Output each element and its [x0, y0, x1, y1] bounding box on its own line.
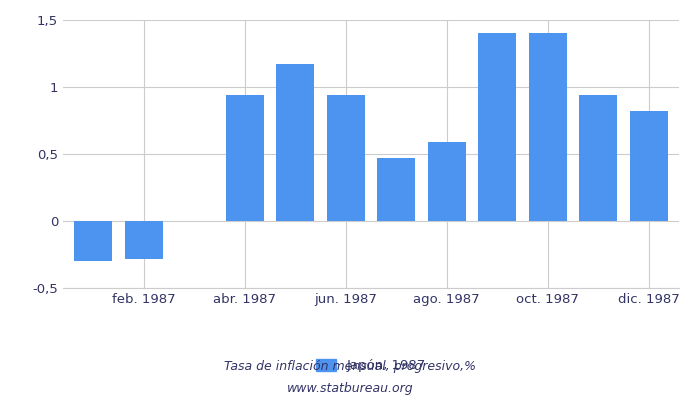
Bar — [226, 95, 264, 221]
Bar — [276, 64, 314, 221]
Bar — [478, 33, 516, 221]
Bar — [327, 95, 365, 221]
Bar — [630, 111, 668, 221]
Legend: Japón, 1987: Japón, 1987 — [311, 354, 431, 378]
Bar — [74, 221, 112, 261]
Text: www.statbureau.org: www.statbureau.org — [287, 382, 413, 395]
Bar — [428, 142, 466, 221]
Bar — [377, 158, 415, 221]
Text: Tasa de inflación mensual, progresivo,%: Tasa de inflación mensual, progresivo,% — [224, 360, 476, 373]
Bar — [125, 221, 162, 258]
Bar — [580, 95, 617, 221]
Bar — [528, 33, 567, 221]
